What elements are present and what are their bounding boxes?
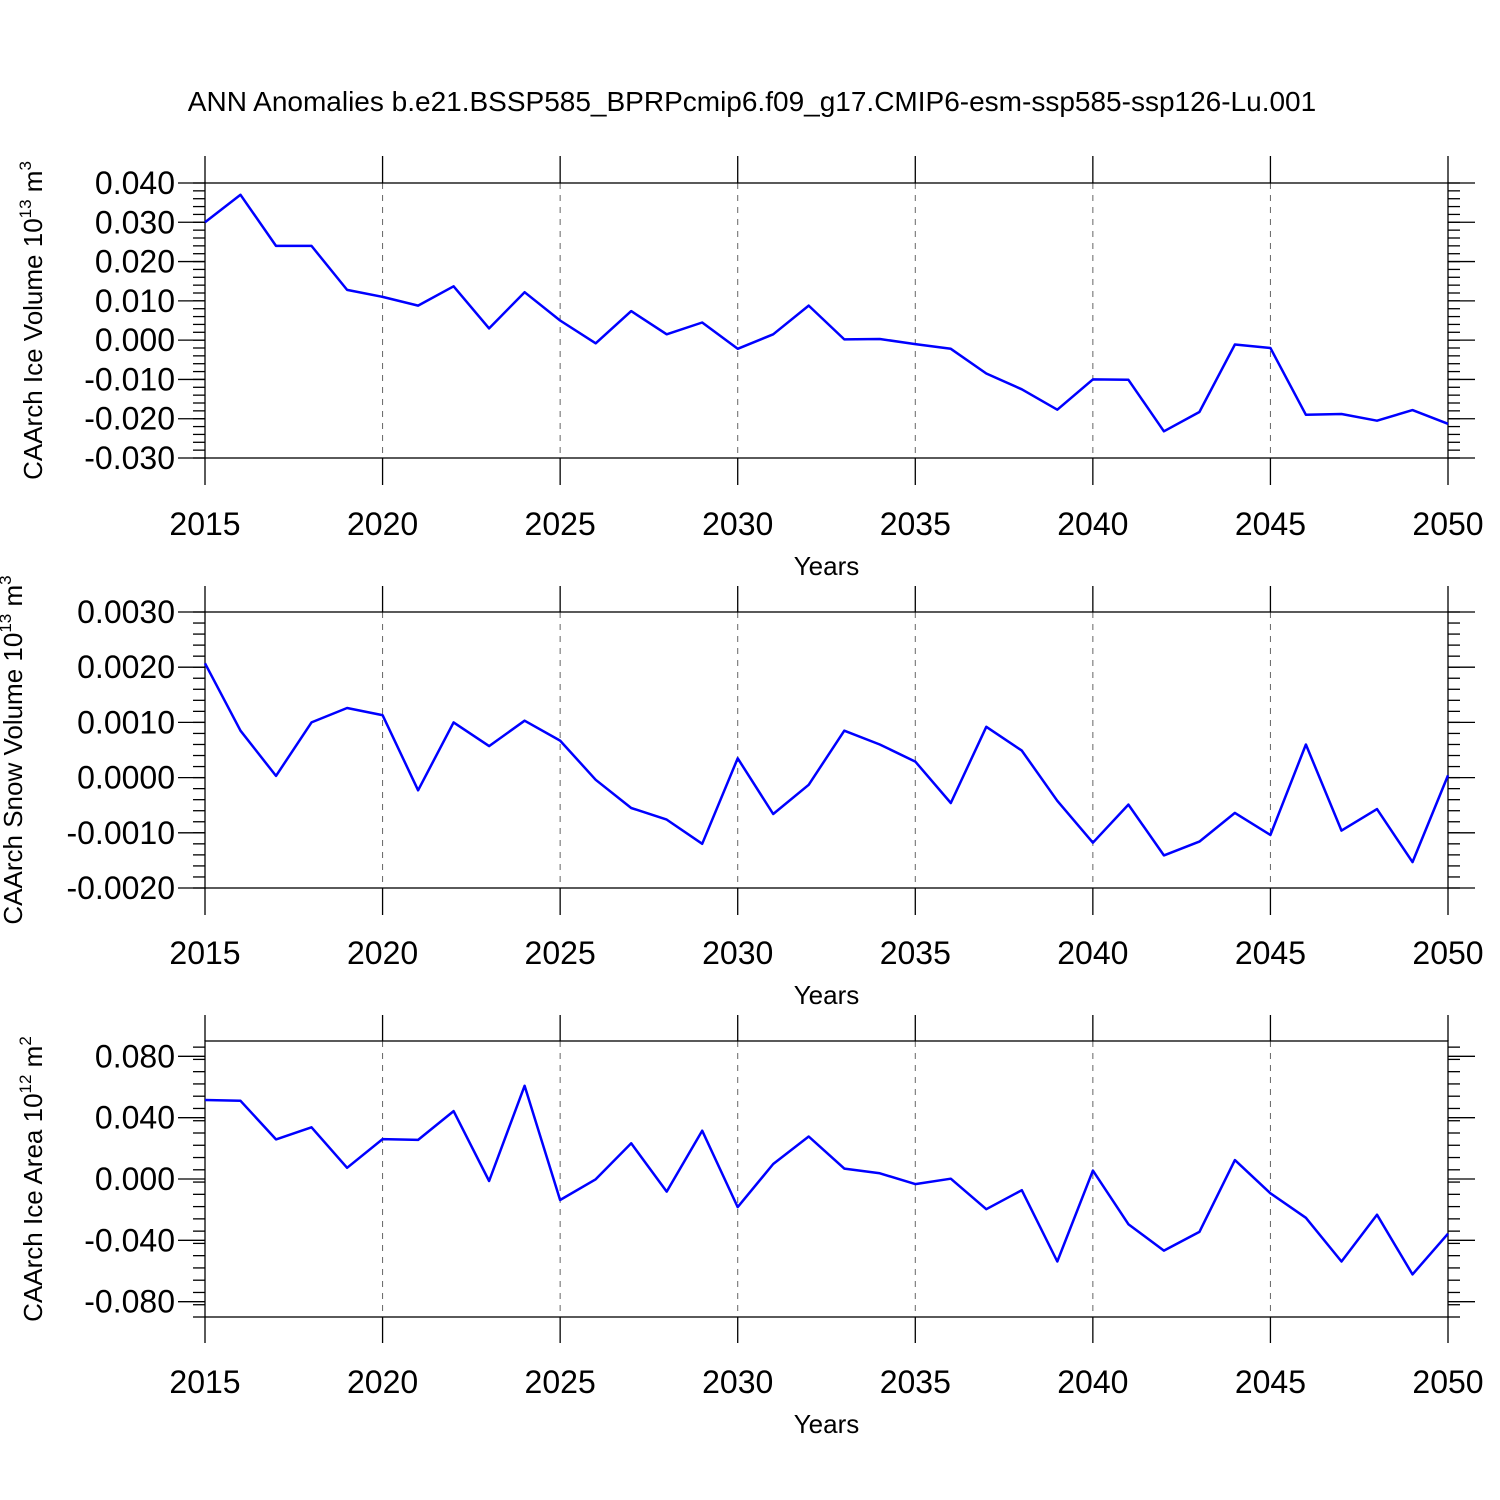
x-tick-label: 2020 xyxy=(347,506,418,542)
y-tick-label: 0.010 xyxy=(95,283,175,319)
y-axis-label-unit: m xyxy=(18,171,48,200)
y-tick-label: 0.0010 xyxy=(77,704,175,740)
x-tick-label: 2040 xyxy=(1057,506,1128,542)
y-axis-label-text: CAArch Ice Area 10 xyxy=(18,1093,48,1321)
y-tick-label: -0.0020 xyxy=(66,870,175,906)
plot-frame xyxy=(204,611,1449,889)
x-tick-label: 2030 xyxy=(702,1364,773,1400)
y-axis-label-unit: m xyxy=(0,585,28,614)
y-tick-label: -0.0010 xyxy=(66,815,175,851)
x-tick-label: 2025 xyxy=(525,935,596,971)
y-axis-label: CAArch Snow Volume 1013 m3 xyxy=(0,575,28,924)
y-tick-label: -0.010 xyxy=(84,361,175,397)
x-tick-label: 2025 xyxy=(525,506,596,542)
x-tick-label: 2050 xyxy=(1412,1364,1483,1400)
series-line xyxy=(204,193,1449,433)
x-tick-label: 2030 xyxy=(702,506,773,542)
y-tick-label: -0.030 xyxy=(84,440,175,476)
y-axis-label-exponent: 13 xyxy=(16,199,35,218)
y-tick-label: 0.030 xyxy=(95,204,175,240)
x-tick-label: 2015 xyxy=(169,506,240,542)
chart-panels: -0.030-0.020-0.0100.0000.0100.0200.0300.… xyxy=(0,156,1484,1439)
series-line xyxy=(203,662,1450,864)
x-tick-label: 2045 xyxy=(1235,935,1306,971)
y-tick-label: 0.0020 xyxy=(77,649,175,685)
y-tick-label: 0.040 xyxy=(95,165,175,201)
y-tick-label: 0.020 xyxy=(95,244,175,280)
y-axis-label: CAArch Ice Volume 1013 m3 xyxy=(16,161,48,480)
y-axis-label-exponent: 13 xyxy=(0,614,15,633)
y-axis-label-unit: m xyxy=(18,1046,48,1075)
y-tick-label: 0.000 xyxy=(95,322,175,358)
y-tick-label: 0.040 xyxy=(95,1100,175,1136)
figure-title: ANN Anomalies b.e21.BSSP585_BPRPcmip6.f0… xyxy=(188,86,1316,117)
x-axis-label: Years xyxy=(794,551,860,581)
y-axis-label-unit-exponent: 3 xyxy=(16,161,35,170)
y-tick-label: 0.080 xyxy=(95,1038,175,1074)
plot-frame xyxy=(204,182,1449,459)
x-tick-label: 2025 xyxy=(525,1364,596,1400)
y-tick-label: 0.0000 xyxy=(77,760,175,796)
y-tick-label: -0.080 xyxy=(84,1284,175,1320)
x-tick-label: 2030 xyxy=(702,935,773,971)
x-tick-label: 2015 xyxy=(169,1364,240,1400)
y-tick-label: 0.0030 xyxy=(77,594,175,630)
y-axis-label: CAArch Ice Area 1012 m2 xyxy=(16,1036,48,1322)
x-tick-label: 2035 xyxy=(880,1364,951,1400)
y-tick-label: 0.000 xyxy=(95,1161,175,1197)
x-axis-label: Years xyxy=(794,1409,860,1439)
plot-frame xyxy=(204,1040,1449,1318)
x-tick-label: 2015 xyxy=(169,935,240,971)
y-tick-label: -0.040 xyxy=(84,1222,175,1258)
x-tick-label: 2045 xyxy=(1235,506,1306,542)
x-tick-label: 2035 xyxy=(880,506,951,542)
x-tick-label: 2020 xyxy=(347,1364,418,1400)
x-tick-label: 2045 xyxy=(1235,1364,1306,1400)
y-axis-label-unit-exponent: 2 xyxy=(16,1036,35,1045)
x-tick-label: 2040 xyxy=(1057,935,1128,971)
y-axis-label-unit-exponent: 3 xyxy=(0,575,15,584)
chart-panel-3: -0.080 -0.040 0.000 0.040 0.080 2015 2020 2025 2… xyxy=(16,1015,1484,1439)
x-tick-label: 2040 xyxy=(1057,1364,1128,1400)
series-line xyxy=(204,1084,1449,1276)
y-axis-label-exponent: 12 xyxy=(16,1075,35,1094)
y-tick-label: -0.020 xyxy=(84,401,175,437)
y-axis-label-text: CAArch Snow Volume 10 xyxy=(0,633,28,925)
y-axis-label-text: CAArch Ice Volume 10 xyxy=(18,218,48,480)
x-tick-label: 2050 xyxy=(1412,506,1483,542)
x-tick-label: 2050 xyxy=(1412,935,1483,971)
chart-panel-2: -0.0020 -0.0010 0.0000 0.0010 0.0020 0.0030 20… xyxy=(0,575,1484,1010)
x-tick-label: 2035 xyxy=(880,935,951,971)
x-tick-label: 2020 xyxy=(347,935,418,971)
x-axis-label: Years xyxy=(794,980,860,1010)
